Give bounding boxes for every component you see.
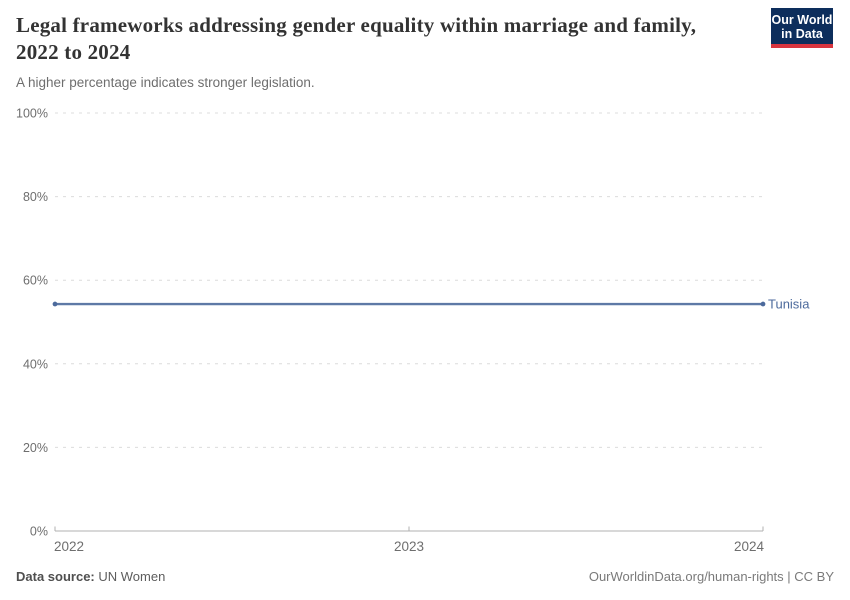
owid-logo[interactable]: Our World in Data <box>771 8 833 48</box>
series-start-dot <box>52 301 58 307</box>
series-label[interactable]: Tunisia <box>768 297 810 312</box>
y-tick-label: 40% <box>23 357 48 371</box>
credit-link[interactable]: OurWorldinData.org/human-rights | CC BY <box>588 569 834 584</box>
x-tick-label: 2022 <box>54 539 84 554</box>
x-tick-label: 2023 <box>394 539 424 554</box>
data-source: Data source: UN Women <box>16 569 165 584</box>
y-tick-label: 20% <box>23 441 48 455</box>
y-tick-label: 60% <box>23 274 48 288</box>
series-end-dot <box>760 301 766 307</box>
data-source-value: UN Women <box>98 569 166 584</box>
x-tick-label: 2024 <box>734 539 765 554</box>
y-tick-label: 100% <box>16 107 48 121</box>
data-source-label: Data source: <box>16 569 95 584</box>
y-tick-label: 80% <box>23 190 48 204</box>
chart-title: Legal frameworks addressing gender equal… <box>16 13 697 64</box>
y-tick-label: 0% <box>30 525 48 539</box>
chart-subtitle: A higher percentage indicates stronger l… <box>16 75 315 90</box>
owid-logo-text-line2: in Data <box>781 27 823 41</box>
owid-logo-red-bar <box>771 44 833 48</box>
owid-logo-text-line1: Our World <box>771 13 833 27</box>
